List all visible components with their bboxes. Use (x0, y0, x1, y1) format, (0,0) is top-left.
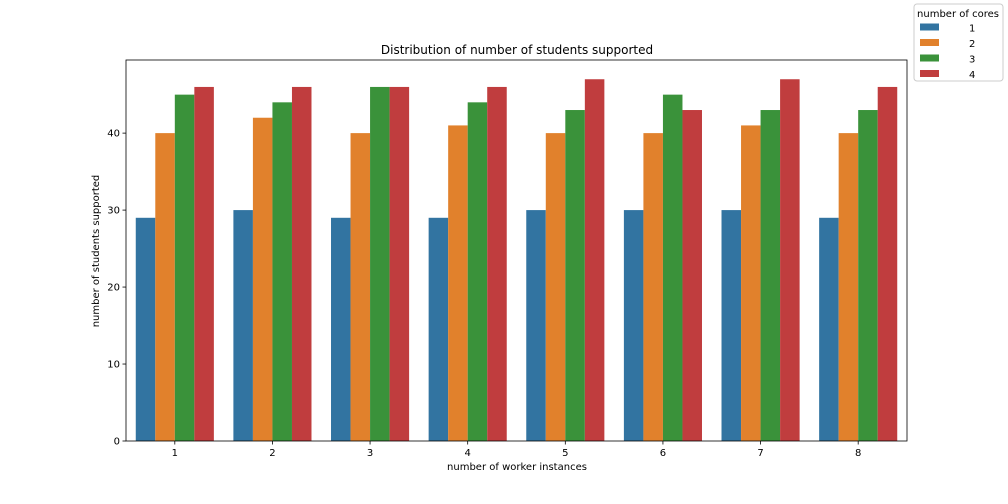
bar-instances-5-cores-2 (545, 133, 566, 441)
legend: number of cores 1 2 3 4 (913, 3, 1004, 82)
x-tick-label: 3 (367, 448, 373, 459)
x-tick-label: 5 (562, 448, 568, 459)
bar-instances-3-cores-3 (370, 86, 390, 441)
bar-instances-6-cores-1 (623, 210, 644, 441)
bar-instances-5-cores-4 (584, 79, 605, 442)
bar-instances-3-cores-1 (331, 217, 351, 441)
bar-instances-2-cores-1 (233, 210, 253, 441)
x-tick-label: 7 (757, 448, 763, 459)
bar-instances-3-cores-4 (389, 86, 410, 441)
legend-title: number of cores (917, 9, 999, 20)
legend-swatch-cores-4 (920, 70, 939, 77)
bar-instances-6-cores-4 (682, 110, 702, 441)
bar-instances-4-cores-1 (428, 217, 449, 441)
bar-instances-8-cores-2 (838, 133, 859, 441)
legend-label-cores-1: 1 (969, 24, 975, 35)
bar-instances-7-cores-4 (780, 79, 800, 442)
bar-instances-5-cores-1 (526, 210, 546, 441)
bar-instances-7-cores-1 (721, 210, 742, 441)
y-tick-label: 20 (107, 283, 120, 294)
bar-instances-4-cores-2 (448, 125, 468, 442)
bar-instances-8-cores-3 (858, 110, 878, 441)
y-tick-label: 30 (107, 206, 120, 217)
y-axis-ticks: 0 10 20 30 40 (107, 129, 126, 448)
bar-instances-2-cores-4 (291, 86, 312, 441)
bar-instances-8-cores-1 (819, 217, 839, 441)
bar-instances-6-cores-3 (662, 94, 683, 441)
bar-instances-1-cores-2 (155, 133, 175, 441)
y-axis-label: number of students supported (91, 175, 102, 328)
legend-label-cores-2: 2 (969, 39, 975, 50)
x-tick-label: 1 (172, 448, 178, 459)
bar-instances-7-cores-2 (741, 125, 761, 442)
bar-instances-7-cores-3 (760, 110, 781, 441)
bar-instances-6-cores-2 (643, 133, 663, 441)
x-tick-label: 4 (465, 448, 471, 459)
bar-instances-2-cores-3 (272, 102, 292, 441)
x-axis-ticks: 1 2 3 4 5 6 7 8 (172, 441, 861, 459)
bar-instances-8-cores-4 (877, 86, 898, 441)
legend-label-cores-4: 4 (969, 70, 975, 81)
bar-instances-5-cores-3 (565, 110, 585, 441)
plot-frame (125, 59, 908, 442)
bar-instances-3-cores-2 (350, 133, 371, 441)
legend-box (913, 3, 1004, 82)
y-tick-label: 0 (114, 437, 120, 448)
y-tick-label: 10 (107, 360, 120, 371)
bar-instances-4-cores-3 (467, 102, 488, 441)
bar-instances-2-cores-2 (252, 117, 273, 441)
bar-instances-1-cores-1 (135, 217, 156, 441)
bars-group (135, 79, 898, 442)
x-tick-label: 2 (269, 448, 275, 459)
legend-items: 1 2 3 4 (920, 23, 975, 81)
x-axis-label: number of worker instances (447, 462, 587, 473)
legend-swatch-cores-1 (920, 23, 939, 31)
x-tick-label: 8 (855, 448, 861, 459)
bar-instances-1-cores-3 (174, 94, 195, 441)
legend-swatch-cores-3 (920, 54, 939, 62)
legend-label-cores-3: 3 (969, 55, 975, 66)
x-tick-label: 6 (660, 448, 666, 459)
y-tick-label: 40 (107, 129, 120, 140)
legend-swatch-cores-2 (920, 39, 939, 46)
bar-instances-4-cores-4 (487, 86, 507, 441)
chart-title: Distribution of number of students suppo… (381, 43, 653, 57)
bar-instances-1-cores-4 (194, 86, 214, 441)
